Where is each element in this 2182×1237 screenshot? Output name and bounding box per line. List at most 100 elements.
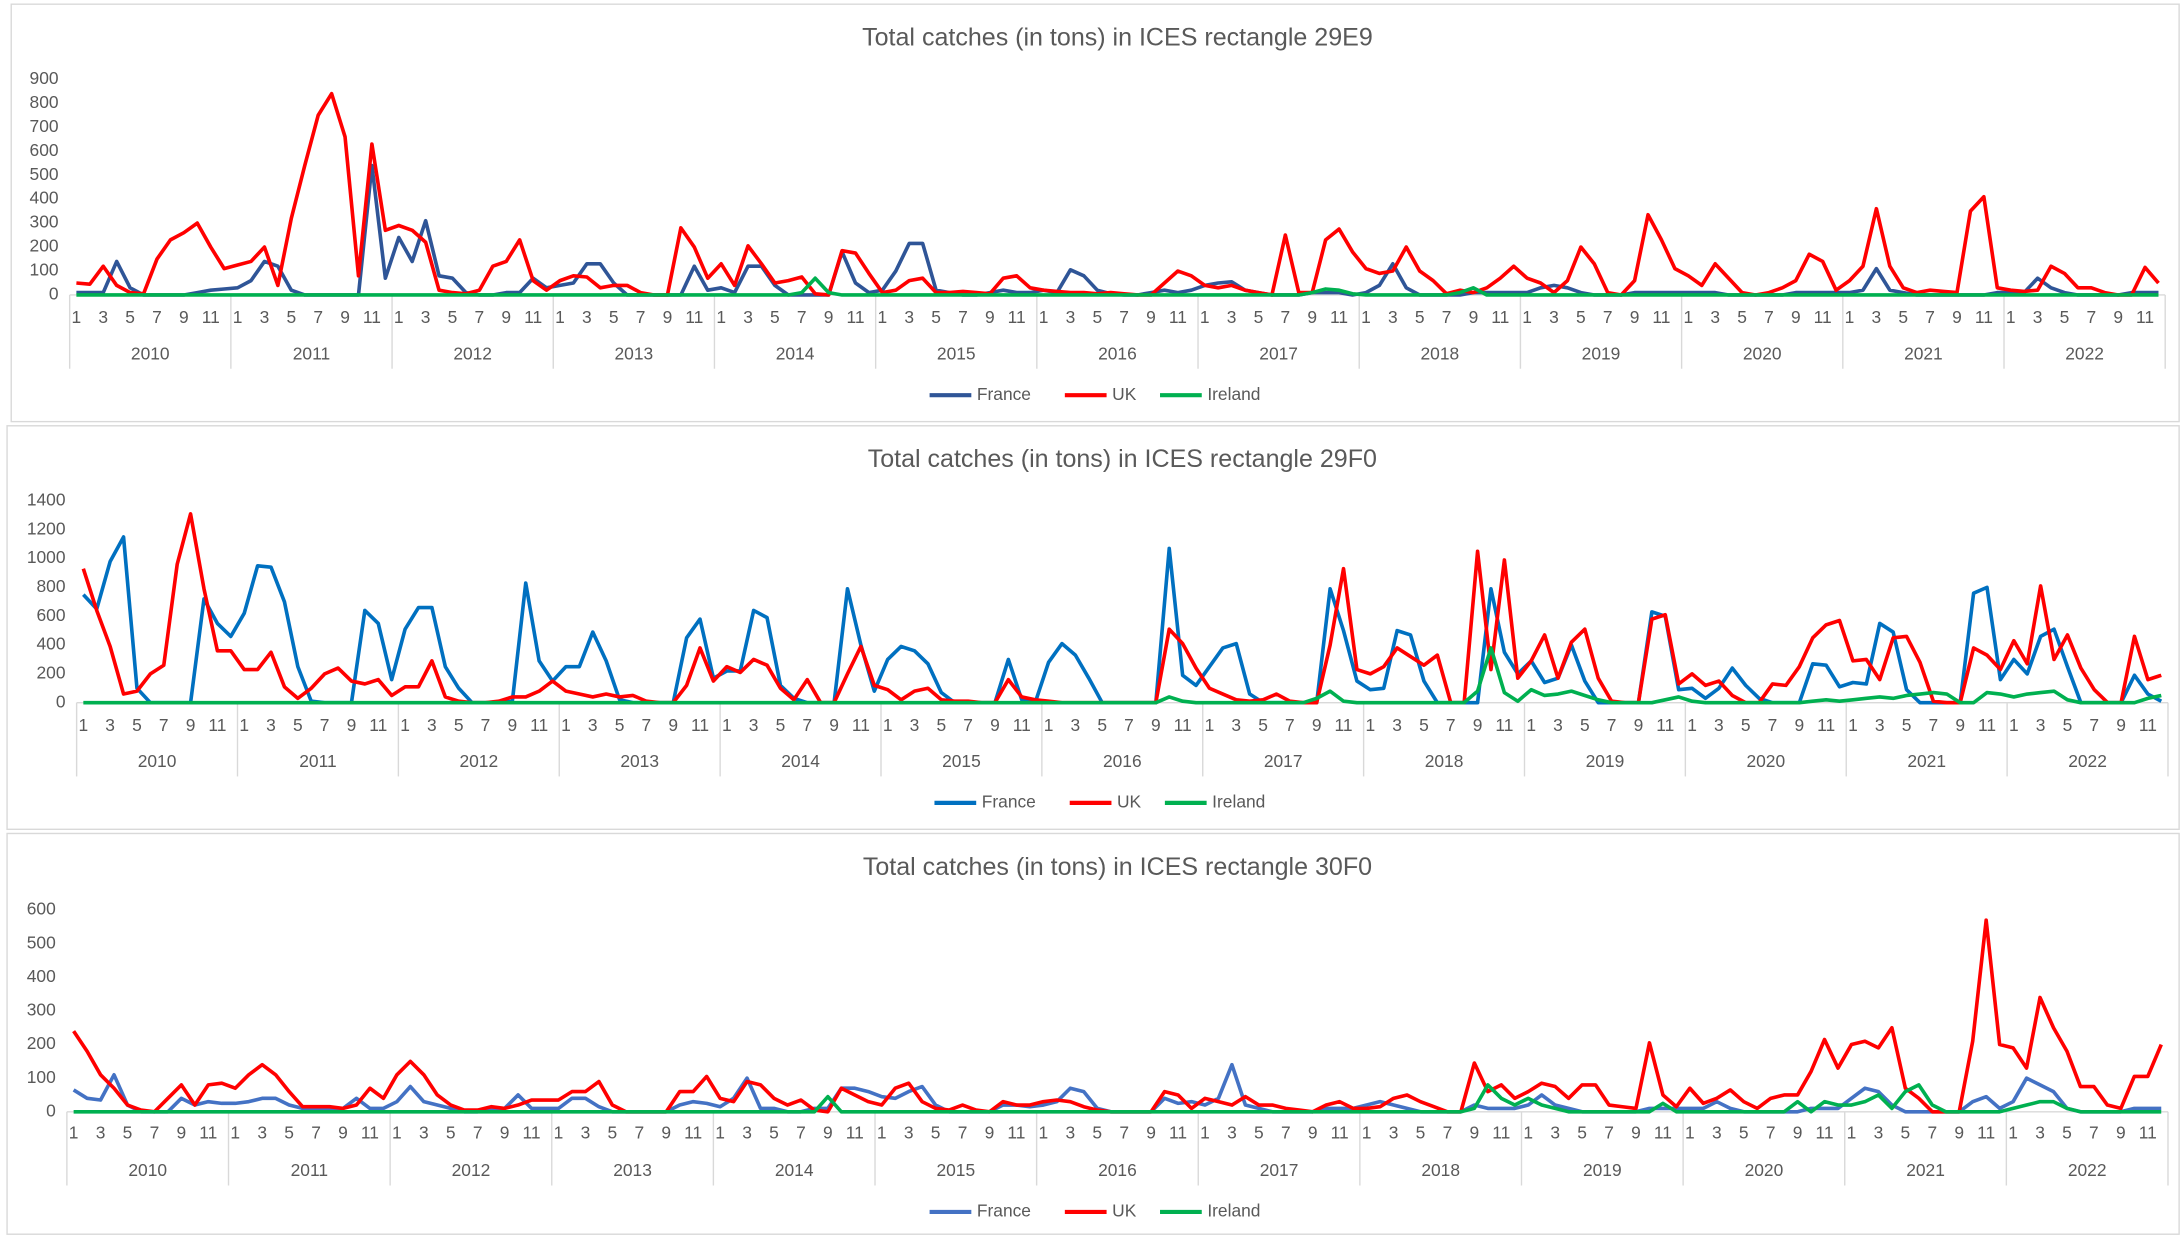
x-tick-label: 9 [829, 715, 839, 735]
year-label: 2020 [1745, 1160, 1784, 1180]
year-label: 2011 [299, 751, 336, 771]
x-tick-label: 11 [530, 715, 548, 735]
year-label: 2016 [1098, 343, 1137, 363]
x-tick-label: 7 [2089, 1123, 2099, 1143]
y-tick-label: 200 [37, 662, 66, 682]
x-tick-label: 11 [202, 307, 220, 327]
x-tick-label: 7 [1124, 715, 1134, 735]
x-tick-label: 7 [642, 715, 652, 735]
x-tick-label: 1 [1039, 307, 1049, 327]
x-tick-label: 1 [1847, 1123, 1857, 1143]
y-tick-label: 0 [49, 284, 59, 304]
year-label: 2020 [1743, 343, 1782, 363]
x-tick-label: 1 [1362, 1123, 1372, 1143]
x-tick-label: 11 [2139, 1123, 2157, 1143]
x-tick-label: 3 [1071, 715, 1081, 735]
x-tick-label: 7 [152, 307, 162, 327]
y-tick-label: 300 [27, 1000, 56, 1020]
x-tick-label: 1 [555, 307, 565, 327]
x-tick-label: 7 [475, 307, 485, 327]
x-tick-label: 1 [716, 307, 726, 327]
year-label: 2016 [1098, 1160, 1137, 1180]
x-tick-label: 1 [239, 715, 249, 735]
x-tick-label: 5 [2062, 1123, 2072, 1143]
x-tick-label: 11 [208, 715, 226, 735]
x-tick-label: 7 [473, 1123, 483, 1143]
x-tick-label: 11 [1975, 307, 1993, 327]
x-tick-label: 3 [1872, 307, 1882, 327]
x-tick-label: 3 [904, 1123, 914, 1143]
year-label: 2011 [291, 1160, 328, 1180]
x-tick-label: 1 [400, 715, 410, 735]
x-tick-label: 3 [1874, 1123, 1884, 1143]
year-label: 2015 [942, 751, 981, 771]
x-tick-label: 5 [448, 307, 458, 327]
x-tick-label: 5 [1419, 715, 1429, 735]
x-tick-label: 11 [1008, 307, 1026, 327]
x-tick-label: 5 [1097, 715, 1107, 735]
y-tick-label: 1000 [27, 547, 66, 567]
x-tick-label: 1 [722, 715, 732, 735]
x-tick-label: 11 [199, 1123, 217, 1143]
x-tick-label: 11 [685, 307, 703, 327]
year-label: 2013 [620, 751, 659, 771]
x-tick-label: 3 [419, 1123, 429, 1143]
series-line [83, 646, 2162, 705]
x-tick-label: 3 [2033, 307, 2043, 327]
x-tick-label: 7 [1443, 1123, 1453, 1143]
x-tick-label: 5 [1577, 1123, 1587, 1143]
x-tick-label: 3 [1227, 1123, 1237, 1143]
y-tick-label: 300 [30, 212, 59, 232]
x-tick-label: 11 [2139, 715, 2157, 735]
chart-panel [6, 425, 2180, 831]
y-tick-label: 600 [27, 899, 56, 919]
x-tick-label: 1 [78, 715, 88, 735]
x-tick-label: 11 [1816, 1123, 1834, 1143]
x-tick-label: 1 [1039, 1123, 1049, 1143]
x-tick-label: 9 [1794, 715, 1804, 735]
x-tick-label: 9 [985, 1123, 995, 1143]
x-tick-label: 5 [1576, 307, 1586, 327]
y-tick-label: 900 [30, 68, 59, 88]
x-tick-label: 3 [749, 715, 759, 735]
x-tick-label: 5 [931, 307, 941, 327]
legend-label: Ireland [1207, 1201, 1260, 1221]
x-tick-label: 1 [1361, 307, 1371, 327]
x-tick-label: 9 [1955, 715, 1965, 735]
x-tick-label: 11 [363, 307, 381, 327]
x-tick-label: 3 [2035, 1123, 2045, 1143]
x-tick-label: 5 [776, 715, 786, 735]
y-tick-label: 400 [30, 188, 59, 208]
x-tick-label: 1 [1205, 715, 1215, 735]
x-tick-label: 5 [2060, 307, 2070, 327]
x-tick-label: 1 [1522, 307, 1532, 327]
year-label: 2018 [1420, 343, 1459, 363]
x-tick-label: 1 [69, 1123, 79, 1143]
x-tick-label: 3 [260, 307, 270, 327]
x-tick-label: 7 [1766, 1123, 1776, 1143]
x-tick-label: 1 [1200, 1123, 1210, 1143]
x-tick-label: 3 [96, 1123, 106, 1143]
y-tick-label: 0 [56, 691, 66, 711]
x-tick-label: 7 [150, 1123, 160, 1143]
x-tick-label: 1 [1365, 715, 1375, 735]
x-tick-label: 3 [1227, 307, 1237, 327]
x-tick-label: 11 [369, 715, 387, 735]
year-label: 2012 [459, 751, 498, 771]
x-tick-label: 1 [883, 715, 893, 735]
x-tick-label: 1 [1687, 715, 1697, 735]
x-tick-label: 3 [581, 1123, 591, 1143]
x-tick-label: 1 [1683, 307, 1693, 327]
x-tick-label: 7 [1764, 307, 1774, 327]
x-tick-label: 11 [1654, 1123, 1672, 1143]
legend-label: UK [1117, 791, 1142, 811]
x-tick-label: 5 [936, 715, 946, 735]
x-tick-label: 3 [1550, 1123, 1560, 1143]
x-tick-label: 9 [340, 307, 350, 327]
x-tick-label: 9 [990, 715, 1000, 735]
x-tick-label: 7 [958, 1123, 968, 1143]
legend-label: Ireland [1212, 791, 1265, 811]
x-tick-label: 7 [634, 1123, 644, 1143]
x-tick-label: 5 [1901, 1123, 1911, 1143]
x-tick-label: 9 [668, 715, 678, 735]
